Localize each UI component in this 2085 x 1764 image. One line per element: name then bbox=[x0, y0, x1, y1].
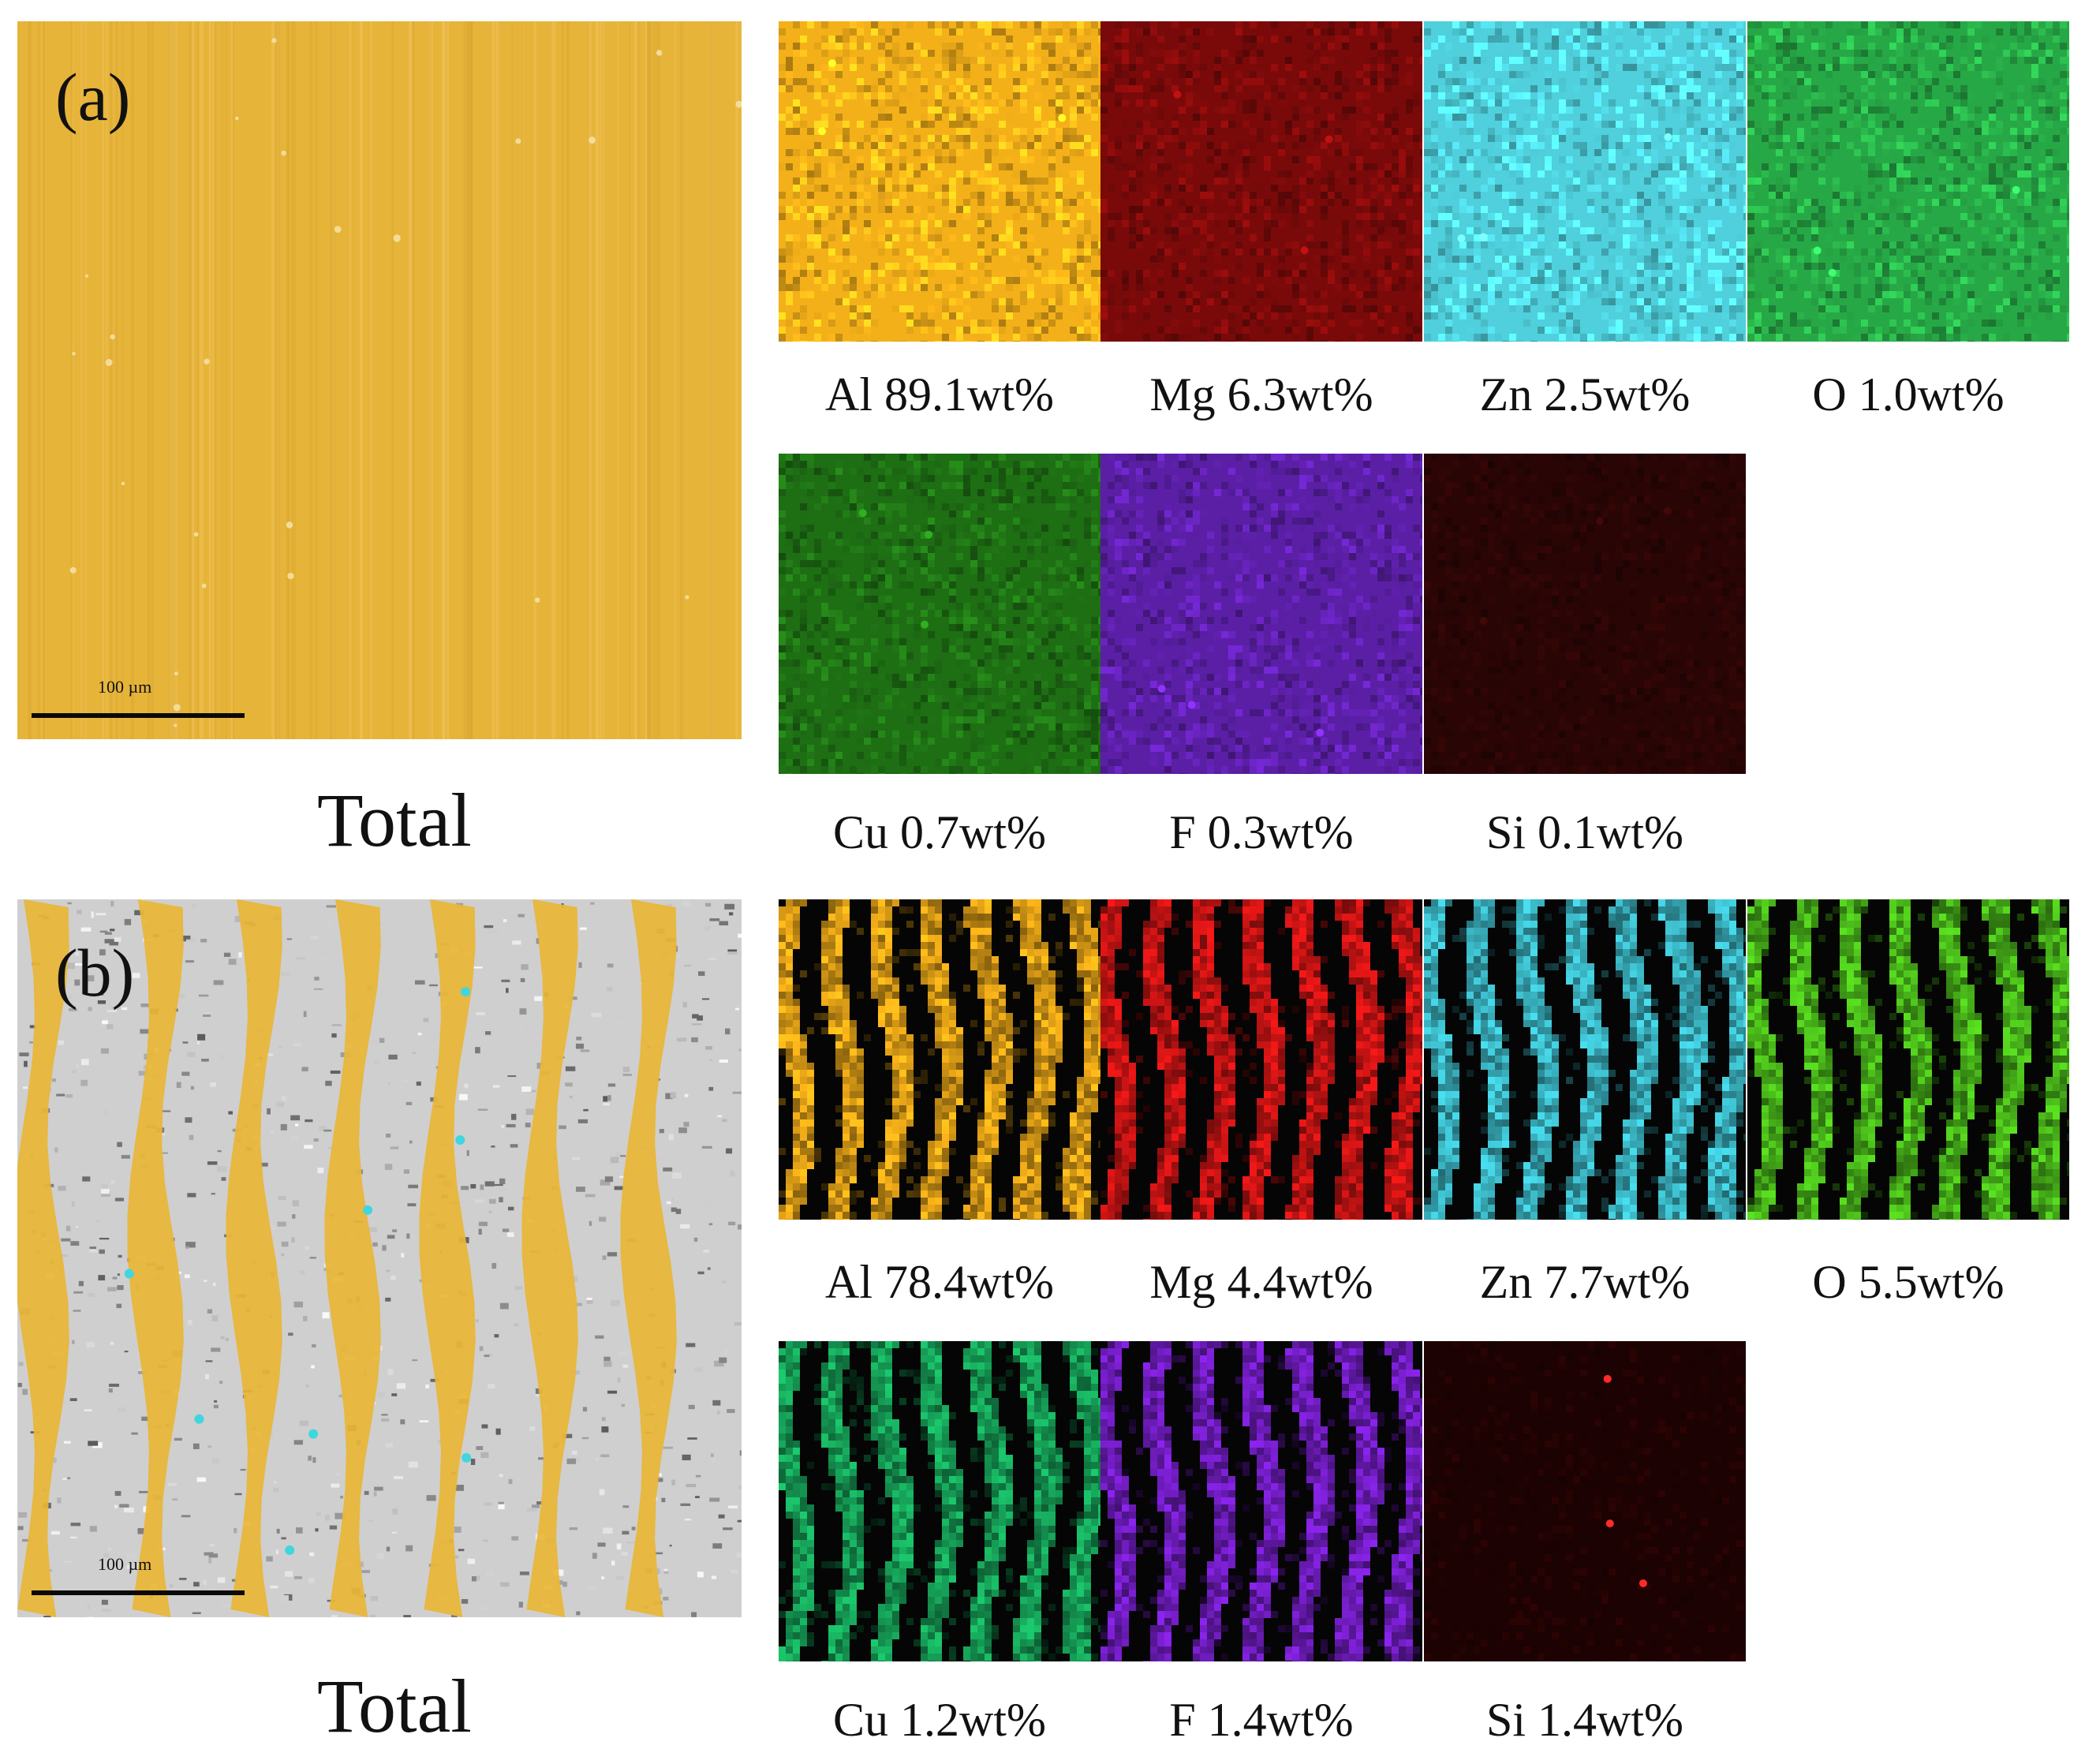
a-map-0-label: Al 89.1wt% bbox=[825, 368, 1054, 420]
b-map-5 bbox=[1100, 1341, 1422, 1661]
a-map-2-graphic bbox=[1424, 21, 1746, 342]
a-map-6-graphic bbox=[1424, 454, 1746, 774]
sem-image-a-graphic bbox=[17, 21, 742, 739]
a-map-1-label: Mg 6.3wt% bbox=[1149, 368, 1373, 420]
b-map-1-label: Mg 4.4wt% bbox=[1149, 1256, 1373, 1308]
b-map-2-label: Zn 7.7wt% bbox=[1479, 1256, 1691, 1308]
a-map-6-label: Si 0.1wt% bbox=[1485, 806, 1684, 858]
b-map-4 bbox=[779, 1341, 1100, 1661]
a-map-4 bbox=[779, 454, 1100, 774]
b-map-5-graphic bbox=[1100, 1341, 1422, 1661]
a-map-1-graphic bbox=[1100, 21, 1422, 342]
a-map-5 bbox=[1100, 454, 1422, 774]
scale-bar-b-label: 100 µm bbox=[98, 1554, 152, 1574]
a-map-5-graphic bbox=[1100, 454, 1422, 774]
b-map-3-label: O 5.5wt% bbox=[1812, 1256, 2005, 1308]
scale-bar-a bbox=[32, 713, 245, 718]
b-map-4-graphic bbox=[779, 1341, 1100, 1661]
total-label-a: Total bbox=[317, 778, 472, 862]
a-map-0-graphic bbox=[779, 21, 1100, 342]
b-map-1-graphic bbox=[1100, 899, 1422, 1220]
b-map-2-graphic bbox=[1424, 899, 1746, 1220]
scale-bar-a-label: 100 µm bbox=[98, 677, 152, 697]
sem-image-b-graphic bbox=[17, 899, 742, 1617]
a-map-4-graphic bbox=[779, 454, 1100, 774]
a-map-4-label: Cu 0.7wt% bbox=[833, 806, 1046, 858]
b-map-0 bbox=[779, 899, 1100, 1220]
b-map-6-label: Si 1.4wt% bbox=[1485, 1694, 1684, 1746]
panel-label-a: (a) bbox=[55, 59, 131, 135]
sem-image-b bbox=[17, 899, 742, 1617]
a-map-2 bbox=[1424, 21, 1746, 342]
b-map-0-graphic bbox=[779, 899, 1100, 1220]
b-map-4-label: Cu 1.2wt% bbox=[833, 1694, 1046, 1746]
sem-image-a bbox=[17, 21, 742, 739]
a-map-3-label: O 1.0wt% bbox=[1812, 368, 2005, 420]
a-map-3 bbox=[1747, 21, 2069, 342]
scale-bar-b bbox=[32, 1590, 245, 1595]
b-map-6-graphic bbox=[1424, 1341, 1746, 1661]
b-map-1 bbox=[1100, 899, 1422, 1220]
b-map-3-graphic bbox=[1747, 899, 2069, 1220]
a-map-5-label: F 0.3wt% bbox=[1169, 806, 1354, 858]
total-label-b: Total bbox=[317, 1664, 472, 1748]
b-map-6 bbox=[1424, 1341, 1746, 1661]
b-map-3 bbox=[1747, 899, 2069, 1220]
b-map-2 bbox=[1424, 899, 1746, 1220]
panel-label-b: (b) bbox=[55, 935, 135, 1011]
b-map-5-label: F 1.4wt% bbox=[1169, 1694, 1354, 1746]
a-map-0 bbox=[779, 21, 1100, 342]
a-map-2-label: Zn 2.5wt% bbox=[1479, 368, 1691, 420]
a-map-1 bbox=[1100, 21, 1422, 342]
a-map-3-graphic bbox=[1747, 21, 2069, 342]
b-map-0-label: Al 78.4wt% bbox=[825, 1256, 1054, 1308]
a-map-6 bbox=[1424, 454, 1746, 774]
